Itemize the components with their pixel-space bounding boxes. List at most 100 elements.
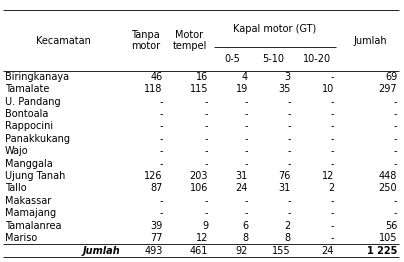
Text: 76: 76: [278, 171, 291, 181]
Text: -: -: [244, 109, 248, 119]
Text: -: -: [159, 122, 163, 132]
Text: -: -: [393, 134, 397, 144]
Text: -: -: [287, 146, 291, 156]
Text: Ujung Tanah: Ujung Tanah: [5, 171, 65, 181]
Text: Panakkukang: Panakkukang: [5, 134, 70, 144]
Text: 155: 155: [272, 246, 291, 256]
Text: 6: 6: [242, 221, 248, 231]
Text: 8: 8: [285, 233, 291, 243]
Text: 56: 56: [385, 221, 397, 231]
Text: 0-5: 0-5: [224, 54, 240, 64]
Text: -: -: [330, 146, 334, 156]
Text: 87: 87: [150, 183, 163, 193]
Text: 2: 2: [328, 183, 334, 193]
Text: 31: 31: [236, 171, 248, 181]
Text: Manggala: Manggala: [5, 159, 53, 169]
Text: Tallo: Tallo: [5, 183, 27, 193]
Text: -: -: [204, 109, 208, 119]
Text: -: -: [159, 196, 163, 206]
Text: -: -: [287, 196, 291, 206]
Text: 8: 8: [242, 233, 248, 243]
Text: -: -: [204, 159, 208, 169]
Text: 250: 250: [379, 183, 397, 193]
Text: 4: 4: [242, 72, 248, 82]
Text: 24: 24: [322, 246, 334, 256]
Text: -: -: [244, 122, 248, 132]
Text: -: -: [287, 159, 291, 169]
Text: -: -: [330, 196, 334, 206]
Text: -: -: [204, 122, 208, 132]
Text: -: -: [204, 97, 208, 107]
Text: -: -: [287, 208, 291, 218]
Text: Kecamatan: Kecamatan: [36, 36, 91, 46]
Text: 46: 46: [151, 72, 163, 82]
Text: -: -: [393, 97, 397, 107]
Text: -: -: [204, 208, 208, 218]
Text: 203: 203: [189, 171, 208, 181]
Text: -: -: [159, 146, 163, 156]
Text: -: -: [393, 159, 397, 169]
Text: Bontoala: Bontoala: [5, 109, 48, 119]
Text: 12: 12: [196, 233, 208, 243]
Text: -: -: [287, 109, 291, 119]
Text: U. Pandang: U. Pandang: [5, 97, 61, 107]
Text: -: -: [330, 97, 334, 107]
Text: -: -: [330, 233, 334, 243]
Text: 1 225: 1 225: [367, 246, 397, 256]
Text: Mamajang: Mamajang: [5, 208, 56, 218]
Text: Tanpa
motor: Tanpa motor: [131, 30, 160, 51]
Text: -: -: [204, 146, 208, 156]
Text: -: -: [330, 134, 334, 144]
Text: 35: 35: [278, 84, 291, 94]
Text: 105: 105: [379, 233, 397, 243]
Text: -: -: [244, 196, 248, 206]
Text: -: -: [159, 208, 163, 218]
Text: 448: 448: [379, 171, 397, 181]
Text: 69: 69: [385, 72, 397, 82]
Text: -: -: [330, 221, 334, 231]
Text: 126: 126: [144, 171, 163, 181]
Text: 106: 106: [190, 183, 208, 193]
Text: 16: 16: [196, 72, 208, 82]
Text: -: -: [244, 146, 248, 156]
Text: Jumlah: Jumlah: [82, 246, 120, 256]
Text: -: -: [287, 134, 291, 144]
Text: 461: 461: [190, 246, 208, 256]
Text: -: -: [330, 122, 334, 132]
Text: Tamalanrea: Tamalanrea: [5, 221, 61, 231]
Text: -: -: [159, 134, 163, 144]
Text: Tamalate: Tamalate: [5, 84, 49, 94]
Text: -: -: [393, 196, 397, 206]
Text: -: -: [330, 159, 334, 169]
Text: -: -: [330, 72, 334, 82]
Text: 31: 31: [279, 183, 291, 193]
Text: -: -: [159, 97, 163, 107]
Text: 5-10: 5-10: [262, 54, 284, 64]
Text: 24: 24: [236, 183, 248, 193]
Text: -: -: [330, 109, 334, 119]
Text: Motor
tempel: Motor tempel: [172, 30, 207, 51]
Text: -: -: [244, 208, 248, 218]
Text: 115: 115: [189, 84, 208, 94]
Text: -: -: [159, 109, 163, 119]
Text: -: -: [393, 109, 397, 119]
Text: -: -: [244, 97, 248, 107]
Text: Rappocini: Rappocini: [5, 122, 53, 132]
Text: 10-20: 10-20: [303, 54, 331, 64]
Text: 92: 92: [236, 246, 248, 256]
Text: 3: 3: [285, 72, 291, 82]
Text: -: -: [393, 146, 397, 156]
Text: Kapal motor (GT): Kapal motor (GT): [234, 24, 317, 34]
Text: -: -: [204, 134, 208, 144]
Text: -: -: [244, 134, 248, 144]
Text: Wajo: Wajo: [5, 146, 28, 156]
Text: 19: 19: [236, 84, 248, 94]
Text: -: -: [204, 196, 208, 206]
Text: 118: 118: [145, 84, 163, 94]
Text: -: -: [287, 97, 291, 107]
Text: 39: 39: [151, 221, 163, 231]
Text: -: -: [244, 159, 248, 169]
Text: -: -: [287, 122, 291, 132]
Text: 493: 493: [145, 246, 163, 256]
Text: -: -: [159, 159, 163, 169]
